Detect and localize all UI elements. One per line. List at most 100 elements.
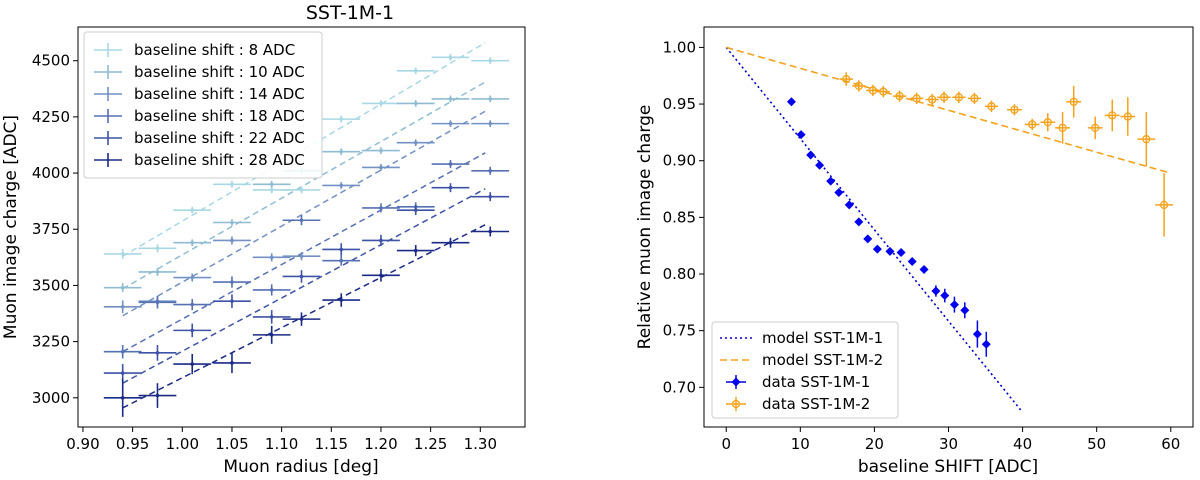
right-x-axis-label: baseline SHIFT [ADC] <box>858 457 1038 477</box>
data-point <box>120 349 125 354</box>
data-point <box>120 371 125 375</box>
data-point <box>269 288 274 292</box>
data-point <box>230 299 234 303</box>
data-point <box>488 121 493 126</box>
data-point <box>939 93 949 102</box>
data-point <box>815 160 825 170</box>
legend-marker <box>731 377 741 387</box>
legend-entry-label: baseline shift : 8 ADC <box>134 41 295 59</box>
left-y-axis: 3000 3250 3500 3750 4000 4250 4500 <box>32 52 78 407</box>
data-point <box>299 188 304 192</box>
data-point <box>190 362 195 366</box>
data-point <box>1142 135 1151 144</box>
left-x-tick-label: 1.05 <box>215 435 248 453</box>
data-point <box>379 165 383 170</box>
data-point <box>907 257 917 267</box>
model-line <box>726 46 1171 174</box>
right-chart: 0 10 20 30 40 50 60 0.70 0.75 0.80 0.85 0.90 0.95 1.… <box>635 26 1194 477</box>
left-x-axis-label: Muon radius [deg] <box>223 457 378 477</box>
data-point <box>970 94 979 103</box>
data-point <box>120 395 125 400</box>
data-point <box>299 218 304 223</box>
data-point <box>981 339 991 349</box>
data-point <box>931 286 941 296</box>
left-y-tick-label: 3500 <box>32 276 70 294</box>
right-x-tick-label: 30 <box>939 435 958 453</box>
left-y-tick-label: 4000 <box>32 164 70 182</box>
data-point <box>940 291 950 301</box>
legend-entry-label: model SST-1M-1 <box>762 329 883 347</box>
data-point <box>155 351 160 355</box>
data-point <box>339 183 344 188</box>
data-point <box>448 185 453 190</box>
right-x-tick-label: 60 <box>1161 435 1180 453</box>
right-y-tick-label: 0.70 <box>663 378 696 396</box>
legend-entry-label: baseline shift : 28 ADC <box>134 151 305 169</box>
data-point <box>834 187 844 197</box>
data-point <box>954 93 964 102</box>
data-point <box>872 244 882 254</box>
left-chart-title: SST-1M-1 <box>306 2 394 24</box>
right-y-tick-label: 0.85 <box>663 208 696 226</box>
data-point <box>879 87 888 96</box>
data-point <box>339 117 344 121</box>
left-y-tick-label: 4500 <box>32 52 70 70</box>
left-y-tick-label: 3750 <box>32 220 70 238</box>
data-point <box>896 247 906 257</box>
data-point <box>1091 123 1100 132</box>
legend-entry-label: baseline shift : 10 ADC <box>134 63 305 81</box>
legend-marker <box>731 399 741 409</box>
data-point <box>885 246 895 256</box>
left-x-tick-label: 1.30 <box>464 435 497 453</box>
data-point <box>413 140 418 145</box>
data-point <box>1069 97 1078 106</box>
data-point <box>379 101 383 106</box>
data-point <box>786 97 796 107</box>
right-y-tick-label: 1.00 <box>663 38 696 56</box>
data-point <box>190 275 195 280</box>
data-point <box>413 248 418 253</box>
data-point <box>120 285 125 290</box>
left-x-tick-label: 1.25 <box>414 435 447 453</box>
data-point <box>379 148 383 153</box>
left-chart-marks <box>103 42 510 417</box>
left-x-tick-label: 1.20 <box>364 435 397 453</box>
data-point <box>269 182 274 187</box>
fit-line <box>122 224 486 409</box>
left-y-tick-label: 3000 <box>32 389 70 407</box>
left-chart: SST-1M-1 0.90 0.95 1.00 1.05 1.10 1.15 1.20 1.2… <box>1 2 526 477</box>
data-point <box>912 94 921 103</box>
data-point <box>299 254 304 259</box>
data-point <box>190 240 195 245</box>
data-point <box>339 247 344 252</box>
left-y-axis-label: Muon image charge [ADC] <box>1 115 21 339</box>
legend-entry-label: baseline shift : 14 ADC <box>134 85 305 103</box>
data-point <box>413 101 418 106</box>
data-point <box>1108 111 1117 120</box>
fit-line <box>122 152 486 353</box>
right-legend: model SST-1M-1 model SST-1M-2 data SST-1M-… <box>711 321 899 419</box>
left-x-tick-label: 1.00 <box>166 435 199 453</box>
data-point <box>1043 118 1052 127</box>
left-x-tick-label: 1.15 <box>315 435 348 453</box>
data-point <box>863 234 873 244</box>
data-point <box>1010 105 1019 114</box>
right-chart-marks <box>725 46 1173 413</box>
data-point <box>155 300 160 305</box>
left-legend: baseline shift : 8 ADC baseline shift : 1… <box>83 31 323 179</box>
legend-entry-label: data SST-1M-1 <box>762 373 870 391</box>
data-point <box>806 150 816 160</box>
data-point <box>1123 112 1132 121</box>
data-point <box>895 91 904 101</box>
data-point <box>854 81 863 91</box>
left-y-tick-label: 4250 <box>32 108 70 126</box>
data-point <box>379 238 383 243</box>
legend-entry-label: data SST-1M-2 <box>762 395 870 413</box>
legend-entry-label: baseline shift : 22 ADC <box>134 129 305 147</box>
left-x-tick-label: 1.10 <box>265 435 298 453</box>
data-point <box>230 361 234 365</box>
right-x-axis: 0 10 20 30 40 50 60 <box>721 427 1180 453</box>
data-point <box>854 217 864 227</box>
right-x-tick-label: 40 <box>1013 435 1032 453</box>
